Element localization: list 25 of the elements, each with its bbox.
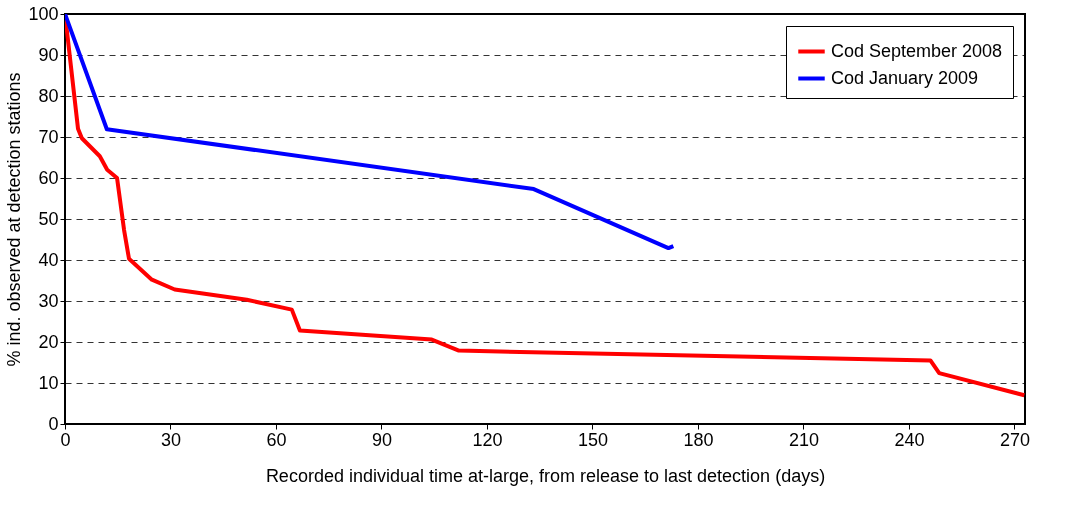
x-tick-label: 270 (999, 429, 1030, 450)
y-tick-label: 50 (38, 208, 59, 229)
y-tick-label: 80 (38, 85, 59, 106)
y-tick-label: 70 (38, 126, 59, 147)
line-series (65, 14, 676, 251)
x-axis-title: Recorded individual time at-large, from release to last detection (days) (265, 465, 826, 486)
y-tick-label: 40 (38, 249, 59, 270)
y-tick-label: 60 (38, 167, 59, 188)
x-tick-label: 120 (472, 429, 503, 450)
legend-label: Cod September 2008 (831, 40, 1003, 61)
y-tick-label: 100 (28, 3, 59, 24)
y-tick-label: 30 (38, 290, 59, 311)
y-tick-label: 90 (38, 44, 59, 65)
y-axis-title: % ind. observed at detection stations (4, 72, 25, 367)
x-tick-label: 180 (683, 429, 714, 450)
x-tick-label: 60 (266, 429, 287, 450)
x-tick-label: 30 (160, 429, 182, 450)
y-tick-label: 20 (38, 331, 59, 352)
x-tick-label: 210 (788, 429, 819, 450)
legend-label: Cod January 2009 (831, 67, 979, 88)
y-tick-label: 0 (48, 413, 59, 434)
x-tick-label: 240 (894, 429, 925, 450)
x-tick-label: 150 (577, 429, 608, 450)
x-tick-label: 90 (371, 429, 392, 450)
y-tick-label: 10 (38, 372, 59, 393)
